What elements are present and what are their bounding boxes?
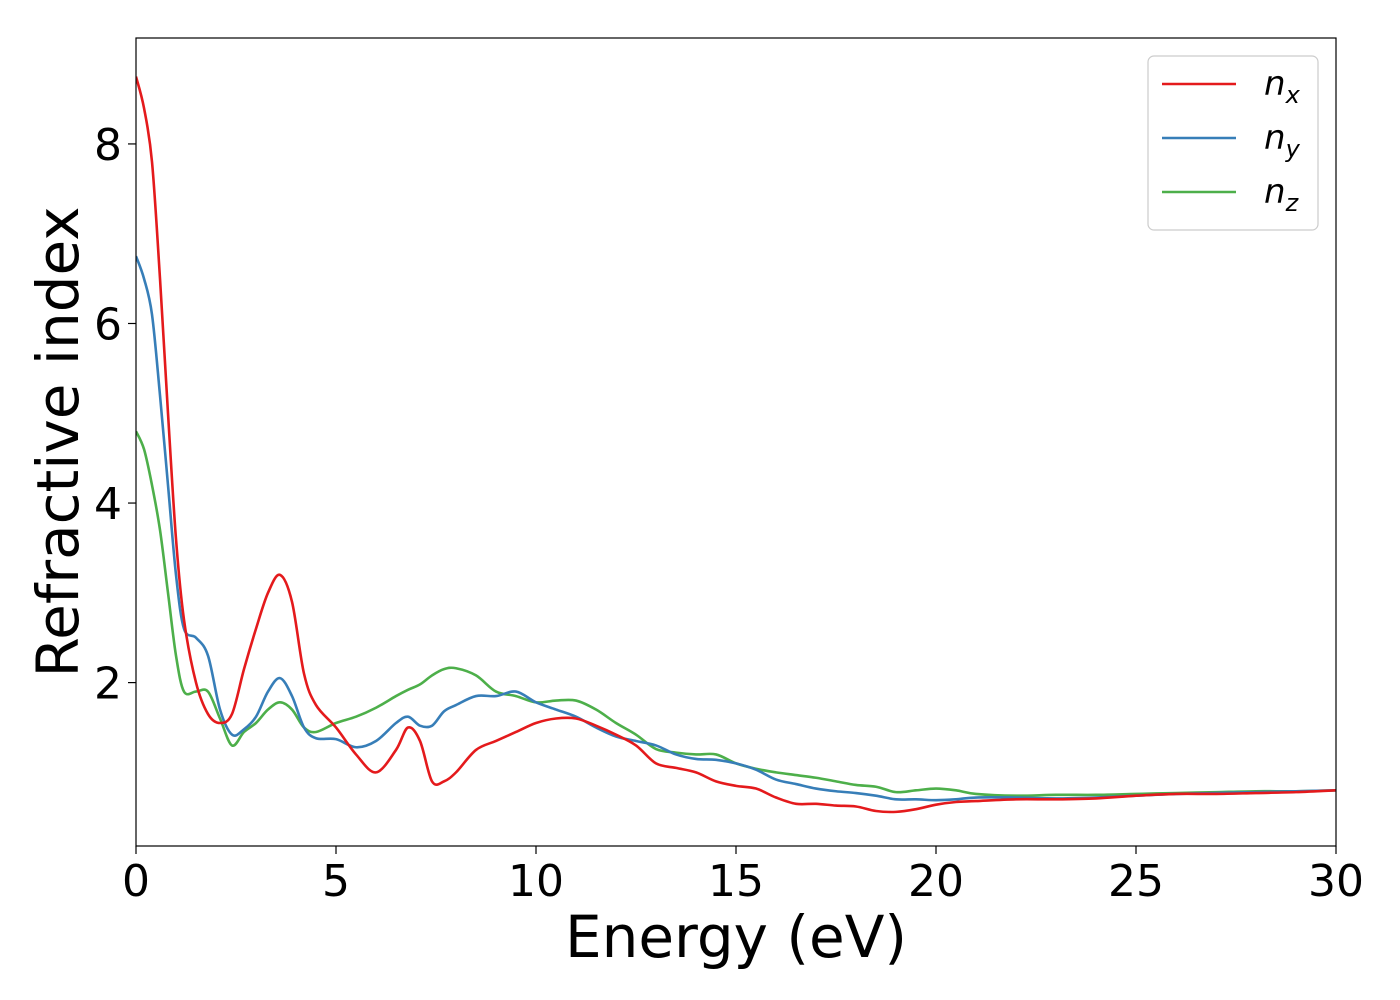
y-tick-label: 6: [94, 299, 122, 350]
y-axis-label: Refractive index: [24, 206, 92, 677]
y-tick-label: 4: [94, 479, 122, 530]
x-tick-label: 20: [908, 856, 964, 907]
x-axis-label: Energy (eV): [565, 903, 907, 971]
y-ticks: 2 4 6 8: [94, 120, 136, 710]
series-line-y: [136, 255, 1336, 802]
y-tick-label: 2: [94, 659, 122, 710]
x-tick-label: 0: [122, 856, 150, 907]
series-line-x: [136, 76, 1336, 814]
series-line-z: [136, 430, 1336, 798]
legend-box: [1147, 55, 1319, 231]
legend: nx ny nz: [1147, 55, 1319, 231]
series-layer: [136, 76, 1336, 814]
x-tick-label: 25: [1108, 856, 1164, 907]
x-tick-label: 10: [508, 856, 564, 907]
legend-label-x: nx: [1264, 64, 1301, 109]
x-tick-label: 5: [322, 856, 350, 907]
x-tick-label: 15: [708, 856, 764, 907]
x-ticks: 0 5 10 15 20 25 30: [122, 846, 1364, 907]
legend-label-z: nz: [1264, 172, 1300, 217]
legend-label-y: ny: [1264, 118, 1301, 163]
y-tick-label: 8: [94, 120, 122, 171]
x-tick-label: 30: [1308, 856, 1364, 907]
